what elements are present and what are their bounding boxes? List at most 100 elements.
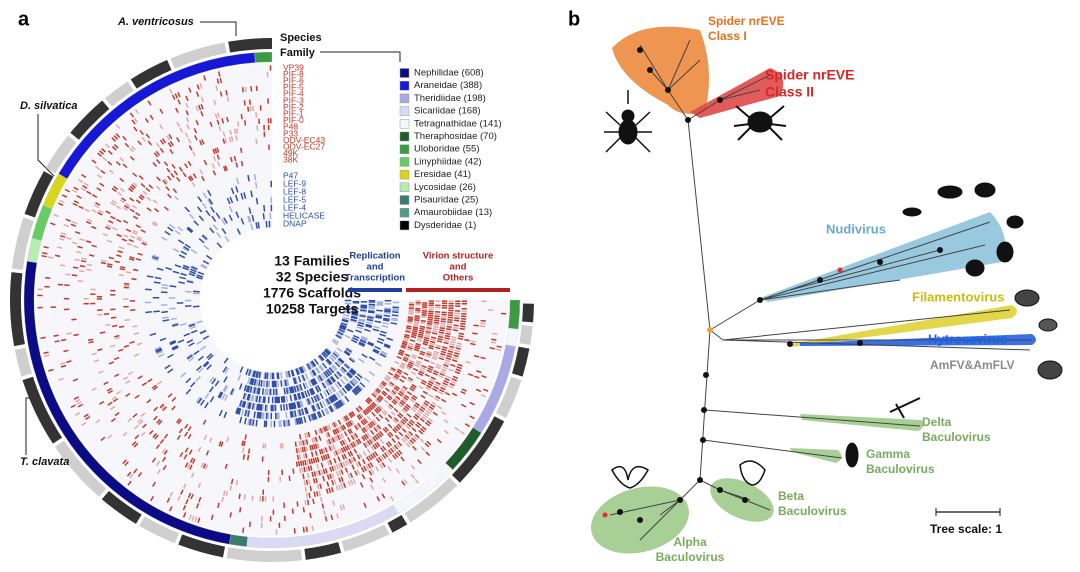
species-segment: [139, 516, 179, 544]
group-bar: [406, 288, 510, 292]
node-highlight: [837, 267, 843, 273]
node: [697, 477, 703, 483]
species-annotation: D. silvatica: [20, 100, 77, 112]
heat-cells: [174, 181, 392, 420]
heat-cells: [77, 105, 467, 493]
rings: [10, 38, 534, 562]
leader-line: [200, 21, 237, 36]
clade-label: Class I: [708, 29, 747, 43]
heat-cells: [97, 125, 447, 474]
panel-label: a: [18, 8, 30, 30]
insect-icon: [1037, 360, 1063, 380]
root: [707, 327, 713, 333]
butterfly-icon: [611, 465, 649, 489]
species-segment: [54, 440, 107, 497]
summary-line: 32 Species: [276, 269, 349, 285]
nodes: [617, 47, 943, 523]
gene-label: P33: [283, 128, 298, 138]
species-segment: [522, 303, 534, 323]
heat-cells: [44, 77, 497, 528]
legend-swatch: [399, 195, 410, 205]
heat-cells: [96, 124, 448, 476]
legend-swatch: [399, 157, 410, 167]
legend-label: Nephilidae (608): [414, 68, 484, 79]
heat-cells: [160, 248, 384, 412]
legend-label: Pisauridae (25): [414, 195, 478, 206]
heat-cells: [103, 131, 441, 467]
gene-label: ODV-EC27: [283, 141, 325, 151]
species-segment: [387, 514, 408, 533]
ring-label: Family: [280, 47, 316, 59]
legend-swatch: [399, 144, 410, 154]
heat-cells: [118, 155, 428, 454]
legend-label: Linyphiidae (42): [414, 156, 482, 167]
heat-cells: [192, 223, 352, 380]
heat-cells: [37, 65, 507, 534]
node: [717, 97, 723, 103]
group-bar: [348, 288, 402, 292]
heat-cells: [74, 117, 456, 502]
clade-label: Spider nrEVE: [765, 67, 854, 83]
ring-label: Species: [280, 32, 322, 44]
node: [677, 497, 683, 503]
leader-line: [320, 51, 401, 62]
insect-icon: [974, 182, 996, 198]
species-segment: [10, 272, 25, 347]
legend-swatch: [399, 106, 410, 116]
node: [617, 509, 623, 515]
heat-bg: [36, 64, 508, 536]
panel-label: b: [568, 8, 580, 30]
panel-a: a VP39PIF-8PIF-6PIF-5PIF-4PIF-3PIF-2PIF-…: [10, 8, 534, 562]
species-segment: [341, 524, 390, 552]
species-segment: [178, 534, 226, 558]
insect-icon: [1038, 318, 1058, 332]
node: [937, 247, 943, 253]
clade-shade: [800, 414, 924, 431]
species-segment: [45, 135, 77, 174]
labels: VP39PIF-8PIF-6PIF-5PIF-4PIF-3PIF-2PIF-1P…: [20, 16, 510, 468]
insect-icon: [845, 442, 859, 468]
gene-label: PIF-8: [283, 69, 304, 79]
species-segment: [228, 38, 272, 53]
branch: [639, 39, 771, 331]
legend-swatch: [399, 80, 410, 91]
legend-label: Sicariidae (168): [414, 106, 481, 117]
clade-label: AmFV&AmFLV: [930, 358, 1014, 372]
gene-label: PIF-0: [283, 115, 304, 125]
legend-swatch: [399, 119, 410, 129]
clade-label: Delta: [922, 415, 952, 429]
species-segment: [22, 376, 63, 444]
species-segment: [496, 376, 522, 419]
node: [717, 487, 723, 493]
spider-icon: [733, 105, 787, 141]
legend-swatch: [399, 169, 410, 180]
insect-icon: [937, 185, 963, 199]
node: [637, 47, 643, 53]
clade-label: Spider nrEVE: [708, 14, 785, 28]
gene-label: PIF-2: [283, 102, 304, 112]
clade-label: Nudivirus: [826, 221, 886, 236]
panel-b: b: [568, 8, 1063, 564]
species-segment: [226, 547, 303, 562]
summary-line: 13 Families: [274, 253, 350, 269]
heat-cells: [123, 155, 421, 447]
gene-label: HELICASE: [283, 210, 325, 220]
heat-cells: [152, 180, 392, 420]
gene-label: 49K: [283, 148, 298, 158]
insect-icon: [902, 207, 922, 217]
legend-label: Araneidae (388): [414, 80, 482, 91]
heat-cells: [56, 85, 494, 522]
heat-cells: [168, 196, 376, 403]
node: [703, 372, 709, 378]
heat-cells: [184, 213, 360, 388]
clade-label: Class II: [765, 84, 814, 100]
clade-label: Baculovirus: [922, 430, 991, 444]
species-segment: [512, 346, 530, 377]
legend-swatch: [399, 68, 410, 78]
node: [665, 87, 671, 93]
heat-cells: [50, 91, 486, 522]
group-label: Replication: [349, 251, 400, 262]
heat-cells: [184, 212, 357, 388]
gene-label: P48: [283, 122, 298, 132]
